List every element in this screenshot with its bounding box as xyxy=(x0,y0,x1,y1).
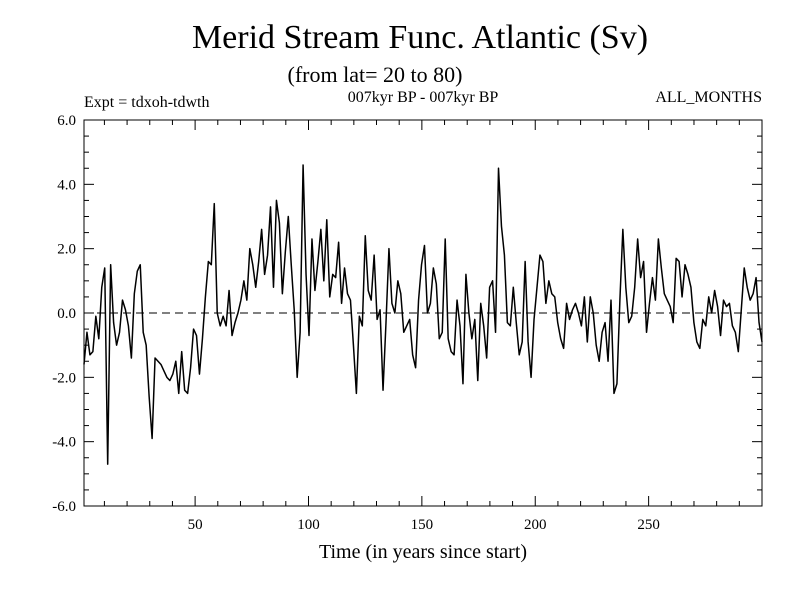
x-tick-label: 50 xyxy=(188,517,203,533)
y-tick-label: -2.0 xyxy=(52,370,76,386)
period-label: 007kyr BP - 007kyr BP xyxy=(348,89,499,106)
y-tick-label: 0.0 xyxy=(57,306,76,322)
series-line xyxy=(83,164,763,465)
x-axis-label: Time (in years since start) xyxy=(319,541,527,563)
x-tick-label: 100 xyxy=(297,517,320,533)
y-tick-label: -6.0 xyxy=(52,499,76,515)
months-label: ALL_MONTHS xyxy=(655,89,762,106)
y-axis: -6.0 -4.0 -2.0 0.0 2.0 4.0 6.0 xyxy=(52,113,762,515)
y-tick-label: 4.0 xyxy=(57,177,76,193)
chart-subtitle: (from lat= 20 to 80) xyxy=(288,62,463,87)
y-tick-label: -4.0 xyxy=(52,435,76,451)
chart-title: Merid Stream Func. Atlantic (Sv) xyxy=(192,19,648,56)
x-tick-label: 150 xyxy=(411,517,434,533)
x-tick-label: 200 xyxy=(524,517,547,533)
y-tick-label: 2.0 xyxy=(57,242,76,258)
experiment-label: Expt = tdxoh-tdwth xyxy=(84,94,209,111)
x-tick-label: 250 xyxy=(637,517,660,533)
y-tick-label: 6.0 xyxy=(57,113,76,129)
x-axis: 50 100 150 200 250 xyxy=(103,120,740,533)
